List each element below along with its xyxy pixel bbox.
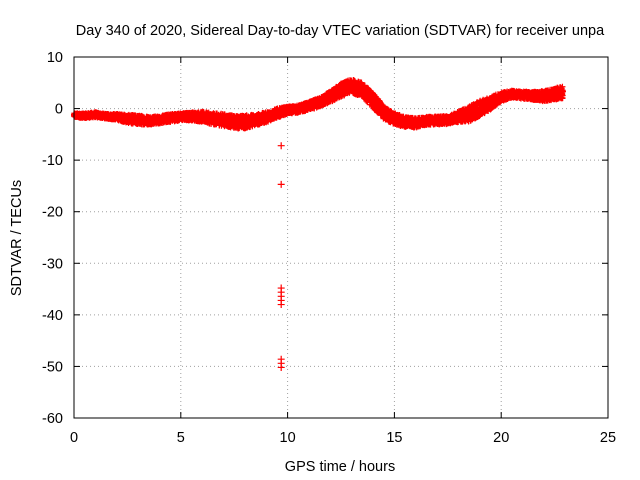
grid: [74, 57, 608, 418]
chart-title: Day 340 of 2020, Sidereal Day-to-day VTE…: [76, 23, 605, 39]
data-point-outlier: [277, 363, 285, 371]
plot-frame: [73, 56, 609, 419]
data-point-outlier: [277, 142, 285, 150]
data-point-outlier: [277, 301, 285, 309]
data-point: [559, 88, 566, 95]
data-series: [71, 77, 566, 371]
x-tick-label: 5: [177, 430, 185, 446]
data-point-outlier: [277, 180, 285, 188]
x-tick-label: 0: [70, 430, 78, 446]
